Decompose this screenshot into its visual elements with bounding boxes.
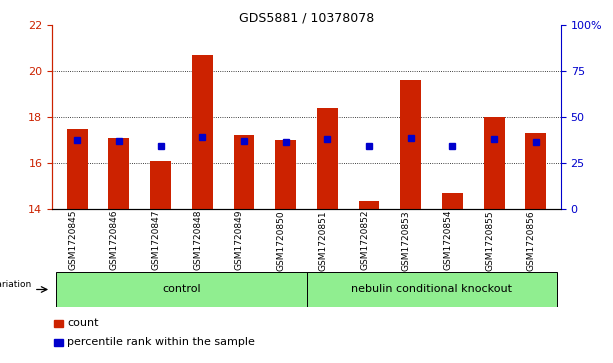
Bar: [56, 272, 306, 307]
Bar: [442, 193, 463, 209]
Text: percentile rank within the sample: percentile rank within the sample: [67, 337, 256, 347]
Bar: [306, 272, 557, 307]
Bar: [53, 320, 63, 327]
Text: GSM1720845: GSM1720845: [68, 210, 77, 270]
Text: GSM1720848: GSM1720848: [193, 210, 202, 270]
Text: GSM1720852: GSM1720852: [360, 210, 369, 270]
Text: GSM1720850: GSM1720850: [276, 210, 286, 271]
Bar: [150, 160, 171, 209]
Bar: [275, 140, 296, 209]
Bar: [525, 133, 546, 209]
Bar: [53, 339, 63, 346]
Text: GSM1720853: GSM1720853: [402, 210, 411, 271]
Text: GSM1720856: GSM1720856: [527, 210, 536, 271]
Text: GSM1720847: GSM1720847: [151, 210, 161, 270]
Text: genotype/variation: genotype/variation: [0, 280, 31, 289]
Text: GSM1720855: GSM1720855: [485, 210, 494, 271]
Text: GSM1720849: GSM1720849: [235, 210, 244, 270]
Bar: [400, 80, 421, 209]
Bar: [359, 201, 379, 209]
Text: GSM1720854: GSM1720854: [443, 210, 452, 270]
Text: GSM1720846: GSM1720846: [110, 210, 119, 270]
Bar: [234, 135, 254, 209]
Text: count: count: [67, 318, 99, 328]
Title: GDS5881 / 10378078: GDS5881 / 10378078: [239, 11, 374, 24]
Bar: [484, 117, 504, 209]
Bar: [317, 108, 338, 209]
Text: control: control: [162, 285, 200, 294]
Text: GSM1720851: GSM1720851: [318, 210, 327, 271]
Text: nebulin conditional knockout: nebulin conditional knockout: [351, 285, 512, 294]
Bar: [192, 55, 213, 209]
Bar: [109, 138, 129, 209]
Bar: [67, 129, 88, 209]
